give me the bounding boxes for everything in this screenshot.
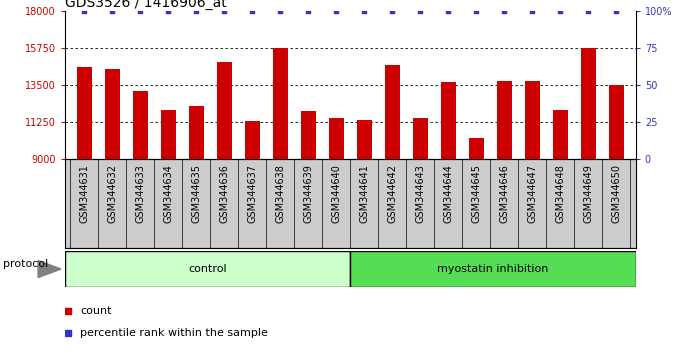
Point [275,8,286,13]
Point [527,8,538,13]
Bar [245,121,260,159]
Text: GSM344642: GSM344642 [387,164,397,223]
Text: GSM344638: GSM344638 [275,164,285,223]
Bar [160,110,176,159]
Text: percentile rank within the sample: percentile rank within the sample [80,328,268,338]
Bar [581,48,596,159]
Bar [350,251,636,287]
Bar [553,110,568,159]
Bar [328,118,344,159]
Point [303,8,313,13]
Text: GSM344639: GSM344639 [303,164,313,223]
Text: GSM344632: GSM344632 [107,164,117,223]
Point [330,8,341,13]
Bar [188,107,204,159]
Bar [76,67,92,159]
Text: GSM344637: GSM344637 [248,164,257,223]
Point [247,8,258,13]
Bar [356,120,372,159]
Point [191,8,202,13]
Point [555,8,566,13]
Text: GSM344631: GSM344631 [79,164,89,223]
Text: protocol: protocol [3,259,49,269]
Bar [216,62,232,159]
Point [63,330,73,336]
Point [219,8,230,13]
Polygon shape [38,261,61,278]
Text: count: count [80,306,112,316]
Point [107,8,118,13]
Point [163,8,173,13]
Text: GSM344646: GSM344646 [499,164,509,223]
Point [583,8,594,13]
Text: GSM344647: GSM344647 [527,164,537,223]
Text: GSM344640: GSM344640 [331,164,341,223]
Bar [301,112,316,159]
Bar [273,48,288,159]
Point [611,8,622,13]
Point [63,308,73,314]
Point [359,8,370,13]
Text: GSM344645: GSM344645 [471,164,481,223]
Bar [105,69,120,159]
Bar [609,85,624,159]
Text: GSM344643: GSM344643 [415,164,425,223]
Bar [524,81,540,159]
Text: GSM344633: GSM344633 [135,164,146,223]
Bar [496,81,512,159]
Text: GDS3526 / 1416906_at: GDS3526 / 1416906_at [65,0,226,10]
Text: GSM344636: GSM344636 [219,164,229,223]
Bar [441,82,456,159]
Bar [65,251,350,287]
Point [415,8,426,13]
Text: GSM344634: GSM344634 [163,164,173,223]
Point [135,8,146,13]
Text: GSM344641: GSM344641 [359,164,369,223]
Text: GSM344644: GSM344644 [443,164,453,223]
Point [498,8,509,13]
Text: GSM344635: GSM344635 [191,164,201,223]
Point [387,8,398,13]
Text: GSM344648: GSM344648 [555,164,565,223]
Bar [469,138,484,159]
Point [471,8,481,13]
Text: myostatin inhibition: myostatin inhibition [437,264,549,274]
Point [79,8,90,13]
Text: GSM344650: GSM344650 [611,164,622,223]
Bar [133,91,148,159]
Text: GSM344649: GSM344649 [583,164,593,223]
Bar [384,65,400,159]
Point [443,8,454,13]
Bar [413,118,428,159]
Text: control: control [188,264,226,274]
